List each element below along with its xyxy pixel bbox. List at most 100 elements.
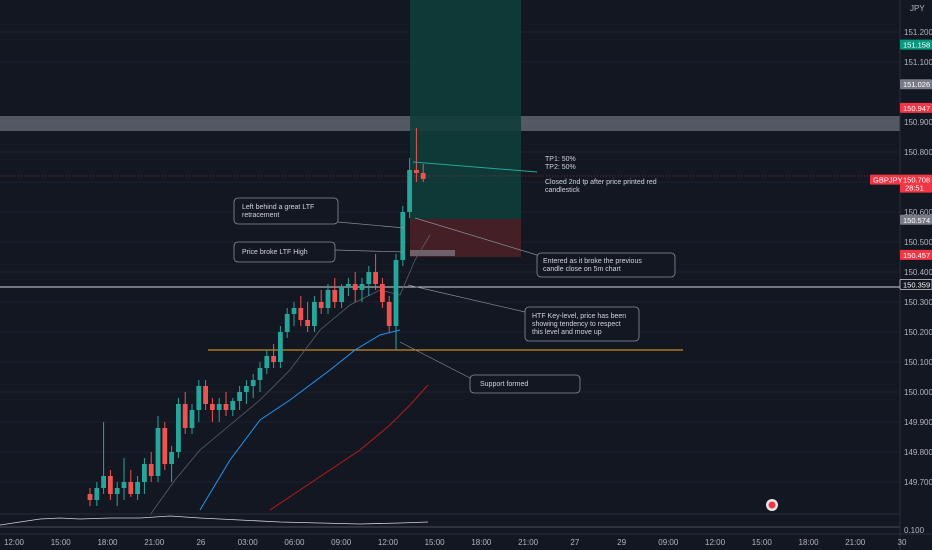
price-scale-label: 150.100: [904, 358, 932, 367]
annotation-support[interactable]: Support formed: [469, 374, 581, 394]
candle-body: [182, 404, 188, 428]
time-axis-label: 27: [570, 538, 579, 547]
candle-body: [420, 173, 426, 179]
candle: [414, 128, 419, 182]
price-tag-label: 151.158: [903, 41, 930, 50]
htf-key-line-1: HTF Key-level, price has been: [532, 313, 626, 320]
candle: [244, 380, 249, 404]
candle-body: [400, 212, 406, 260]
price-tag-label: 150.359: [903, 280, 930, 289]
candle-body: [87, 494, 93, 500]
candle: [216, 398, 222, 422]
candle-body: [135, 482, 140, 494]
annotation-ltf-retrace[interactable]: Left behind a great LTF retracement: [233, 197, 339, 225]
candle-body: [312, 302, 317, 326]
candle: [380, 278, 385, 308]
candle: [284, 308, 290, 338]
price-scale: 151.200151.100150.900150.800150.700150.6…: [904, 28, 932, 487]
price-tag-white: 150.359: [899, 279, 932, 290]
candle: [237, 386, 242, 410]
candle-body: [325, 290, 331, 308]
countdown-label: 28:51: [905, 184, 924, 193]
candle-body: [189, 410, 195, 428]
candle: [114, 482, 120, 506]
price-tag-label: 151.026: [903, 80, 930, 89]
time-axis-label: 12:00: [378, 538, 399, 547]
price-scale-label: 151.100: [904, 58, 932, 67]
candle: [189, 404, 195, 434]
entered-line-2: candle close on 5m chart: [543, 266, 621, 273]
annotation-tp[interactable]: TP1: 50% TP2: 50% Closed 2nd tp after pr…: [545, 156, 657, 194]
candle: [318, 290, 324, 314]
candle: [393, 254, 399, 350]
ltf-retrace-line-2: retracement: [242, 212, 279, 219]
candle-body: [284, 314, 290, 332]
ema-red-line: [269, 384, 429, 511]
candle: [278, 326, 283, 368]
candle: [169, 446, 174, 482]
candle: [223, 392, 229, 416]
candle-body: [121, 482, 127, 488]
time-axis-label: 03:00: [238, 538, 259, 547]
time-axis-label: 29: [617, 538, 626, 547]
broke-high-text: Price broke LTF High: [242, 249, 308, 256]
price-scale-label: 149.700: [904, 478, 932, 487]
indicator-line: [0, 515, 429, 526]
time-axis-label: 06:00: [284, 538, 305, 547]
time-axis-label: 15:00: [752, 538, 773, 547]
time-axis-label: 30: [898, 538, 907, 547]
candle-body: [108, 476, 113, 494]
candle: [352, 272, 358, 302]
candle: [346, 278, 351, 296]
candle-body: [176, 404, 181, 452]
price-tag-label: 150.574: [903, 216, 930, 225]
price-tag-red: 150.457: [900, 249, 932, 260]
candle-body: [318, 302, 324, 308]
annotation-broke-high[interactable]: Price broke LTF High: [233, 241, 336, 263]
symbol-label: GBPJPY: [873, 176, 903, 185]
time-axis-label: 09:00: [331, 538, 352, 547]
candle-body: [346, 284, 351, 287]
candle-body: [101, 476, 106, 488]
candle-body: [271, 356, 276, 362]
annotation-entered[interactable]: Entered as it broke the previous candle …: [536, 252, 676, 278]
closed-line-2: candlestick: [545, 187, 580, 194]
price-tag-label: 150.947: [903, 104, 930, 113]
candle-body: [237, 392, 242, 401]
price-scale-label: 150.400: [904, 268, 932, 277]
candle: [305, 302, 310, 332]
candle-body: [216, 404, 222, 410]
candle: [148, 452, 154, 482]
candle-body: [407, 170, 412, 212]
htf-key-line-2: showing tendency to respect: [532, 321, 621, 328]
closed-line-1: Closed 2nd tp after price printed red: [545, 179, 657, 186]
time-axis-label: 18:00: [471, 538, 492, 547]
time-axis[interactable]: 12:00 15:00 18:00 21:00 26 03:00 06:00 09:00 12:…: [4, 538, 907, 547]
price-scale-label: 149.900: [904, 418, 932, 427]
candle-body: [203, 386, 208, 404]
time-axis-label: 21:00: [845, 538, 866, 547]
candle: [196, 380, 202, 422]
candle-body: [223, 404, 229, 410]
candle: [135, 476, 140, 500]
candle-body: [298, 308, 304, 320]
profit-zone[interactable]: [410, 0, 521, 219]
candle-body: [210, 404, 215, 410]
news-event-icon[interactable]: [766, 499, 778, 511]
annotation-htf-key[interactable]: HTF Key-level, price has been showing te…: [524, 306, 640, 342]
candle: [420, 164, 426, 182]
candle: [271, 344, 276, 368]
candle-body: [169, 452, 174, 464]
price-scale-label: 149.800: [904, 448, 932, 457]
candle-body: [155, 428, 161, 476]
candle: [366, 266, 372, 296]
candle: [203, 380, 208, 410]
candle-body: [386, 302, 392, 326]
support-text: Support formed: [480, 381, 528, 388]
price-scale-label: 150.900: [904, 118, 932, 127]
time-axis-label: 18:00: [97, 538, 118, 547]
candle: [312, 296, 317, 332]
